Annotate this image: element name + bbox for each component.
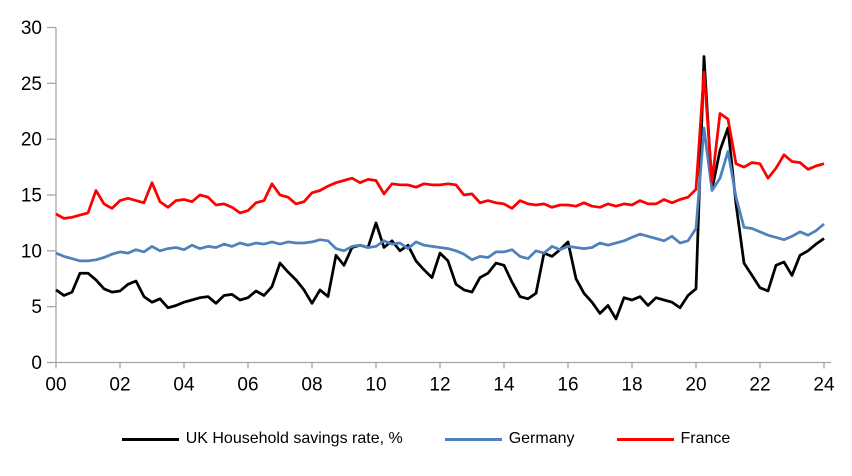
x-tick-label: 02 [109,375,130,396]
plot-area: 0 5 10 15 20 25 30 00 02 04 06 08 10 12 14 16 18 20 22 24 [21,18,835,396]
legend-label-germany: Germany [508,430,575,447]
x-tick-label: 16 [557,375,578,396]
legend-swatch-france [616,437,674,441]
series-line-france [55,70,825,220]
y-tick-label: 10 [21,241,42,262]
x-tick-label: 20 [685,375,706,396]
y-tick-label: 15 [21,185,42,206]
y-tick-label: 5 [31,297,42,318]
x-tick-label: 06 [237,375,258,396]
x-tick-label: 08 [301,375,322,396]
legend-swatch-uk [121,437,179,441]
y-tick-label: 0 [31,353,42,374]
y-tick-label: 25 [21,74,42,95]
x-tick-label: 10 [365,375,386,396]
legend-label-uk: UK Household savings rate, % [185,430,403,447]
chart-legend: UK Household savings rate, % Germany Fra… [0,430,852,448]
legend-item-germany: Germany [444,430,575,448]
x-tick-label: 14 [493,375,515,396]
legend-item-france: France [616,430,731,448]
series-line-germany [55,126,825,263]
x-tick-label: 12 [429,375,450,396]
legend-swatch-germany [444,437,502,441]
y-tick-label: 30 [21,18,42,39]
x-tick-label: 22 [749,375,770,396]
y-tick-label: 20 [21,130,42,151]
x-tick-label: 04 [173,375,195,396]
series-line-uk-household-savings-rate [55,55,825,321]
x-tick-label: 24 [813,375,835,396]
legend-label-france: France [680,430,731,447]
legend-item-uk: UK Household savings rate, % [121,430,403,448]
x-tick-label: 18 [621,375,642,396]
x-tick-label: 00 [45,375,66,396]
